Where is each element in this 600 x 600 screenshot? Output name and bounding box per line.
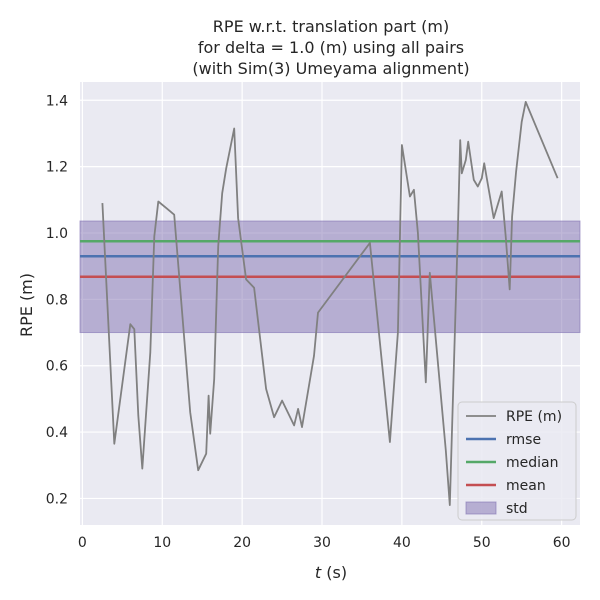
y-tick-label: 0.6 — [46, 359, 68, 375]
legend-box — [457, 401, 577, 521]
y-tick-label: 1.0 — [46, 226, 68, 242]
x-tick-label: 10 — [153, 535, 171, 551]
series-layer — [101, 101, 559, 507]
y-tick-label: 0.2 — [46, 491, 68, 507]
legend-label: median — [506, 455, 558, 471]
x-tick-labels: 0 10 20 30 40 50 60 — [78, 535, 571, 551]
legend-label: std — [506, 501, 528, 517]
x-tick-label: 30 — [313, 535, 331, 551]
y-tick-label: 1.4 — [46, 93, 68, 109]
legend-label: mean — [506, 478, 546, 494]
x-tick-label: 50 — [473, 535, 491, 551]
x-tick-label: 20 — [233, 535, 251, 551]
y-tick-labels: 0.2 0.4 0.6 0.8 1.0 1.2 1.4 — [46, 93, 68, 507]
x-axis-label: t (s) — [315, 563, 347, 582]
x-tick-label: 0 — [78, 535, 87, 551]
legend-swatch — [465, 501, 497, 515]
x-tick-label: 40 — [393, 535, 411, 551]
reference-lines-layer — [80, 240, 580, 279]
x-axis-label-unit: (s) — [321, 563, 347, 582]
legend-label: RPE (m) — [506, 409, 562, 425]
x-axis-label-italic: t — [315, 563, 322, 582]
y-tick-label: 1.2 — [46, 160, 68, 176]
chart-title-line-1: RPE w.r.t. translation part (m) — [213, 17, 449, 36]
y-tick-label: 0.8 — [46, 292, 68, 308]
rpe-series-line — [101, 101, 559, 507]
chart-title-line-2: for delta = 1.0 (m) using all pairs — [198, 38, 464, 57]
y-axis-label: RPE (m) — [17, 273, 36, 337]
y-tick-label: 0.4 — [46, 425, 68, 441]
chart-title-line-3: (with Sim(3) Umeyama alignment) — [192, 59, 469, 78]
legend-label: rmse — [506, 432, 541, 448]
legend: RPE (m) rmse median mean std — [457, 401, 577, 521]
x-tick-label: 60 — [553, 535, 571, 551]
